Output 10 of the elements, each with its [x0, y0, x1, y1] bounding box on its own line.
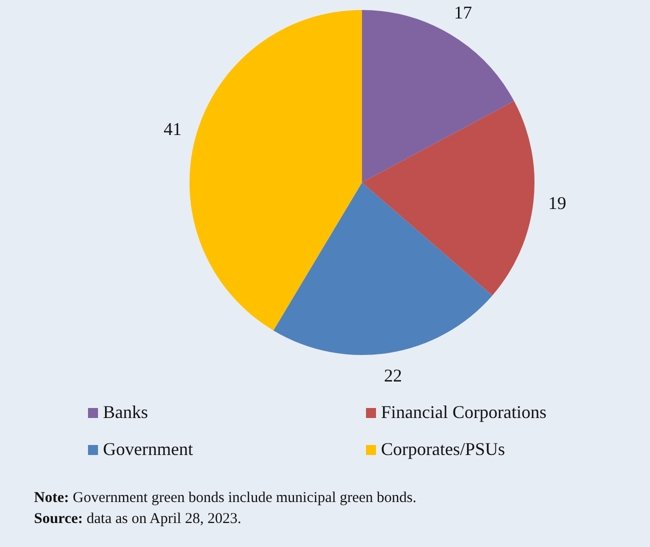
data-label: 41 — [164, 118, 182, 139]
source-note: Source: data as on April 28, 2023. — [34, 510, 242, 529]
legend-label: Corporates/PSUs — [380, 439, 506, 460]
legend-label: Financial Corporations — [380, 402, 548, 423]
legend-label: Government — [102, 439, 194, 460]
text: Note: Government green bonds include municipal green bonds. — [34, 489, 416, 508]
data-label: 22 — [384, 365, 402, 386]
data-label: 17 — [454, 2, 472, 23]
legend-label: Banks — [102, 402, 149, 423]
data-label: 19 — [548, 193, 566, 214]
